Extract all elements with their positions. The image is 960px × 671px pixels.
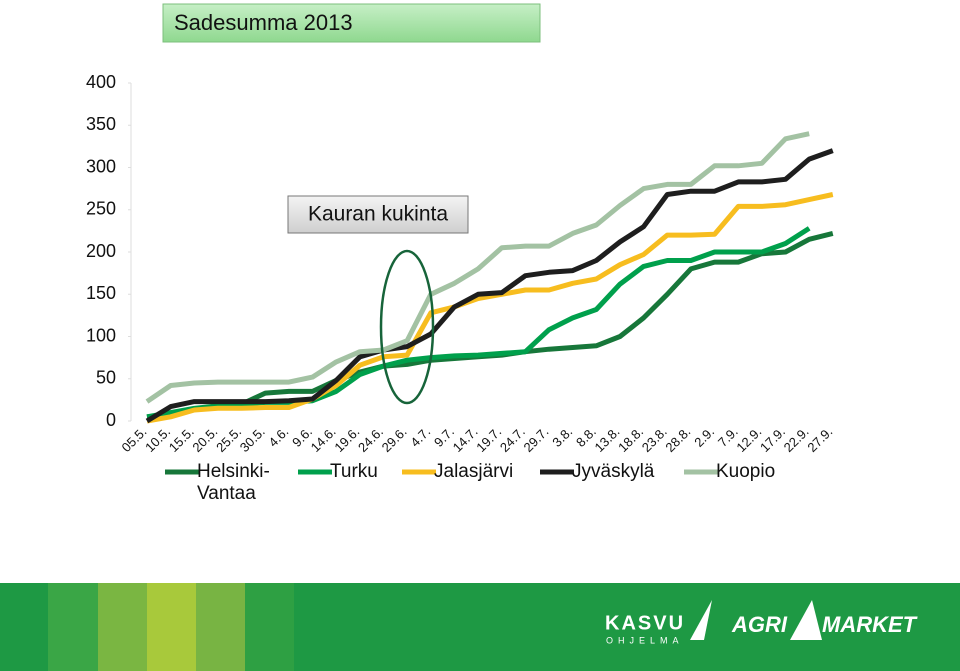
plot: 05010015020025030035040005.5.10.5.15.5.2… <box>86 72 835 504</box>
logo-kasvu: KASVU <box>605 612 685 634</box>
footer-stripe <box>147 583 196 671</box>
y-tick-label: 50 <box>96 368 116 388</box>
x-tick-label: 12.9. <box>733 424 764 455</box>
x-tick-label: 24.6. <box>355 424 386 455</box>
legend-label: Jyväskylä <box>572 461 655 482</box>
x-tick-label: 14.6. <box>308 424 339 455</box>
footer-stripe <box>245 583 294 671</box>
chart-title: Sadesumma 2013 <box>174 10 353 35</box>
legend-label: Jalasjärvi <box>434 461 513 482</box>
logo-ohjelma: OHJELMA <box>606 635 684 645</box>
legend-label: Helsinki-Vantaa <box>197 461 270 504</box>
x-tick-label: 15.5. <box>166 424 197 455</box>
x-tick-label: 19.7. <box>473 424 504 455</box>
x-tick-label: 13.8. <box>591 424 622 455</box>
x-tick-label: 19.6. <box>331 424 362 455</box>
y-tick-label: 150 <box>86 283 116 303</box>
x-tick-label: 29.7. <box>521 424 552 455</box>
y-tick-label: 300 <box>86 156 116 176</box>
footer: KASVU OHJELMA AGRI MARKET <box>0 583 960 671</box>
series-line <box>146 226 811 420</box>
x-tick-label: 10.5. <box>142 424 173 455</box>
x-tick-label: 4.6. <box>266 424 292 450</box>
legend-label: Turku <box>330 461 378 482</box>
x-tick-label: 25.5. <box>213 424 244 455</box>
annotation-box <box>287 195 469 234</box>
x-tick-label: 18.8. <box>615 424 646 455</box>
title-box <box>162 3 541 43</box>
annotation: Kauran kukinta <box>308 203 448 226</box>
x-tick-label: 20.5. <box>189 424 220 455</box>
x-tick-label: 23.8. <box>639 424 670 455</box>
x-tick-label: 30.5. <box>237 424 268 455</box>
y-tick-label: 250 <box>86 199 116 219</box>
x-tick-label: 17.9. <box>757 424 788 455</box>
x-tick-label: 14.7. <box>450 424 481 455</box>
logo-market: MARKET <box>822 612 918 637</box>
x-tick-label: 2.9. <box>691 424 717 450</box>
series-line <box>146 192 834 424</box>
x-tick-label: 24.7. <box>497 424 528 455</box>
y-tick-label: 0 <box>106 410 116 430</box>
x-tick-label: 27.9. <box>804 424 835 455</box>
x-tick-label: 3.8. <box>549 424 575 450</box>
highlight-ellipse <box>379 249 435 405</box>
legend-label: Kuopio <box>716 461 775 482</box>
x-tick-label: 29.6. <box>379 424 410 455</box>
y-tick-label: 350 <box>86 114 116 134</box>
footer-stripe <box>196 583 245 671</box>
logo-mark <box>790 600 822 640</box>
y-tick-label: 200 <box>86 241 116 261</box>
x-tick-label: 05.5. <box>118 424 149 455</box>
x-tick-label: 22.9. <box>781 424 812 455</box>
y-tick-label: 400 <box>86 72 116 92</box>
x-tick-label: 28.8. <box>662 424 693 455</box>
y-tick-label: 100 <box>86 325 116 345</box>
logo-mark <box>690 600 712 640</box>
footer-stripe <box>98 583 147 671</box>
footer-stripe <box>48 583 98 671</box>
series-line <box>145 148 834 424</box>
x-tick-label: 4.7. <box>407 424 433 450</box>
series-line <box>145 131 810 404</box>
logo-agri: AGRI <box>731 612 788 637</box>
